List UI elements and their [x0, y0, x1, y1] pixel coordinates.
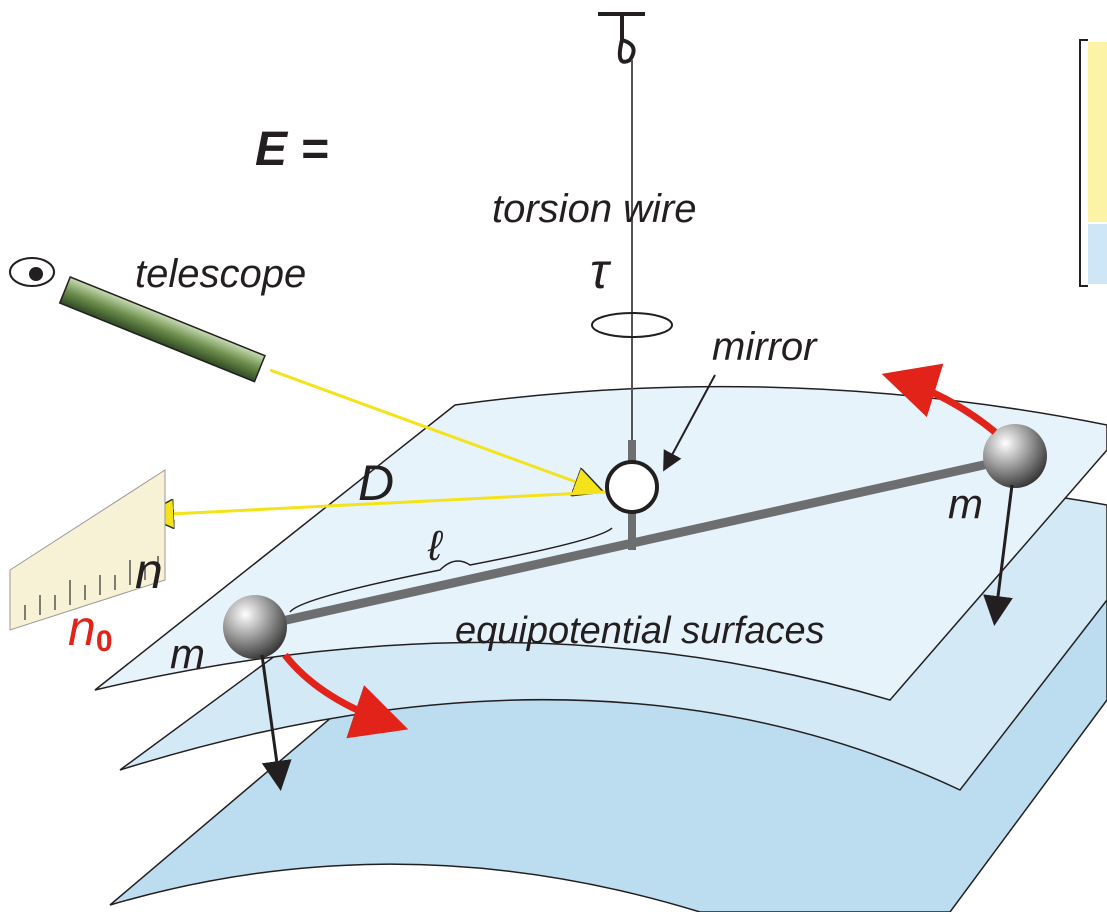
- label-arm: ℓ: [427, 522, 444, 569]
- hook: [598, 14, 645, 62]
- label-zero-sub: 0: [96, 625, 113, 658]
- matrix-cell-yellow: [1088, 42, 1107, 222]
- mirror-disc: [607, 462, 657, 512]
- label-mass-left: m: [170, 630, 205, 677]
- diagram: torsion wire τ telescope mirror D ℓ n n0…: [0, 0, 1107, 912]
- label-matrix: E =: [255, 123, 328, 176]
- label-mass-right: m: [948, 480, 983, 527]
- label-reading: n: [135, 543, 163, 599]
- matrix-bracket: [1080, 40, 1088, 286]
- label-tau: τ: [590, 243, 612, 299]
- label-distance: D: [358, 455, 394, 511]
- label-surfaces: equipotential surfaces: [455, 610, 825, 652]
- label-zero-base: n: [68, 600, 96, 656]
- label-telescope: telescope: [135, 252, 306, 296]
- eye-pupil: [29, 267, 43, 281]
- mass-left: [223, 595, 287, 659]
- label-torsion-wire: torsion wire: [492, 187, 697, 231]
- label-zero-reading: n0: [68, 600, 113, 658]
- label-mirror: mirror: [712, 325, 818, 369]
- matrix-cell-blue: [1088, 224, 1107, 284]
